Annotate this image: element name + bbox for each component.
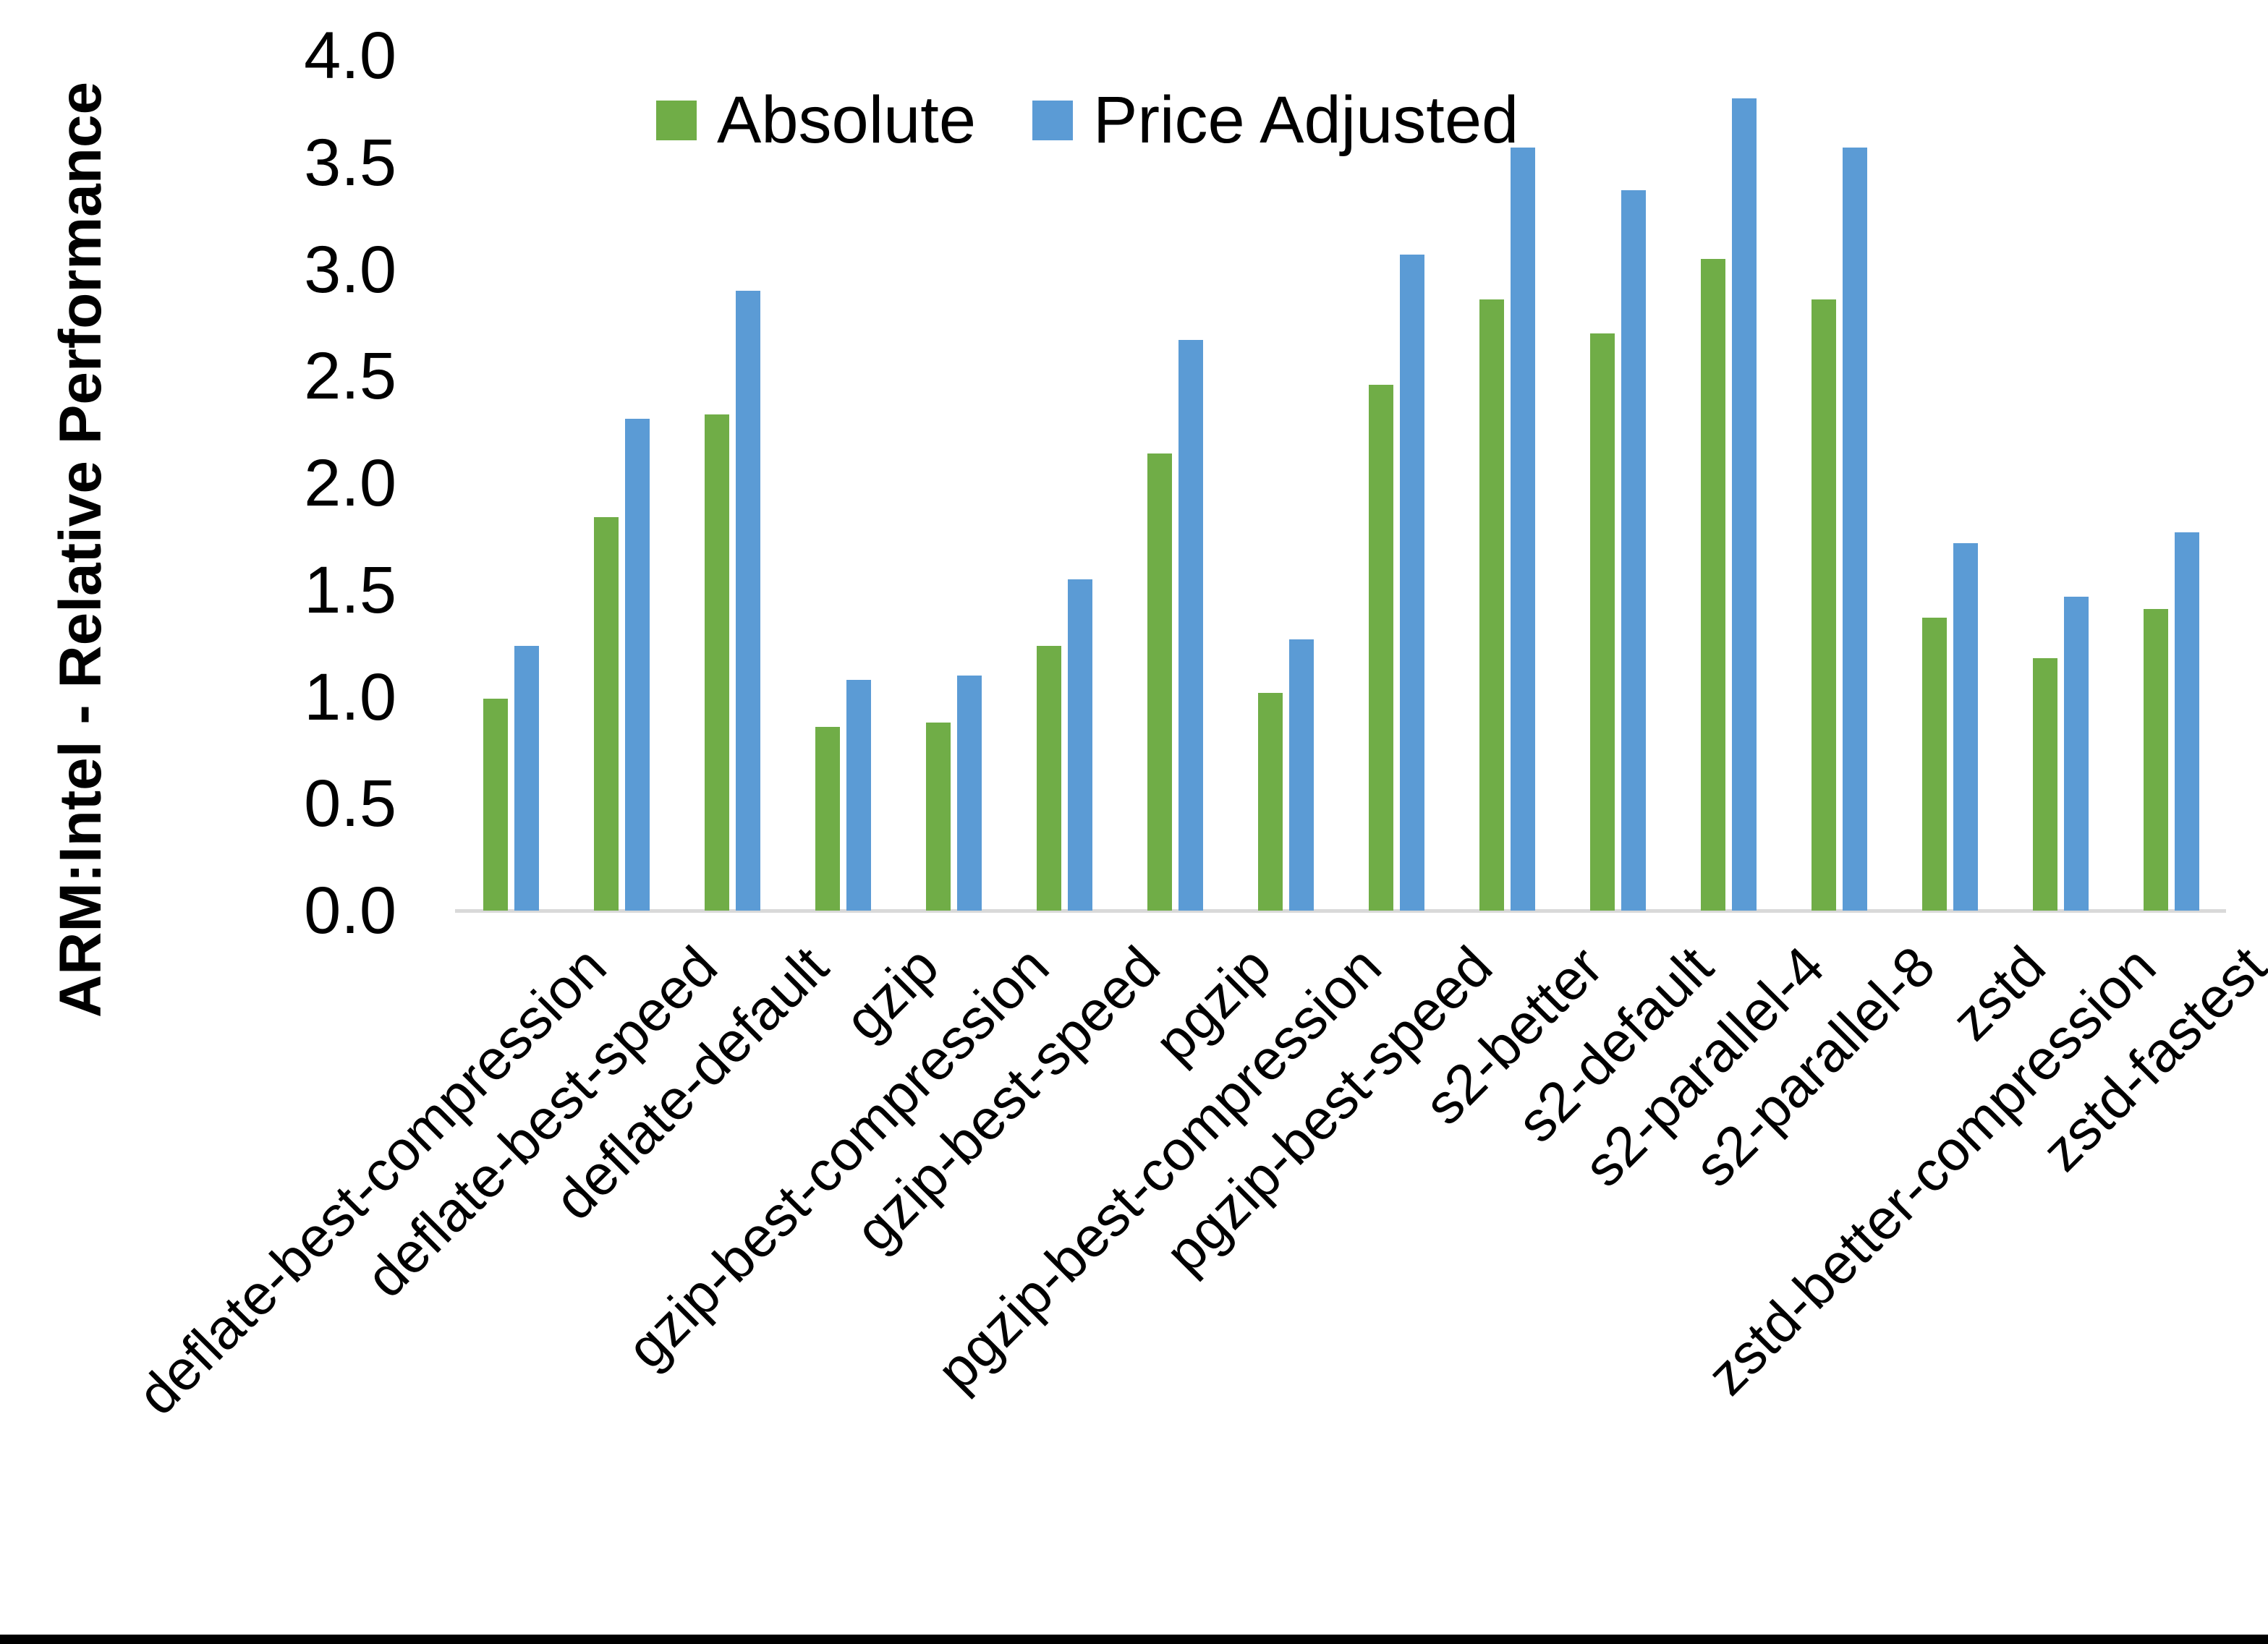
y-tick-label: 2.5 (304, 339, 396, 414)
bar-price-adjusted-deflate-default (736, 291, 760, 911)
y-tick-label: 0.5 (304, 767, 396, 841)
y-tick-label: 3.5 (304, 125, 396, 200)
bar-absolute-zstd-fastest (2144, 609, 2168, 911)
bar-price-adjusted-pgzip-best-compression (1289, 639, 1314, 911)
bar-price-adjusted-s2-parallel-8 (1843, 148, 1867, 911)
y-tick-label: 2.0 (304, 446, 396, 520)
y-tick-label: 3.0 (304, 232, 396, 307)
bar-price-adjusted-zstd-better-compression (2064, 597, 2089, 911)
bar-price-adjusted-s2-better (1511, 148, 1535, 911)
y-tick-label: 4.0 (304, 19, 396, 93)
bar-absolute-pgzip-best-compression (1258, 693, 1283, 911)
bar-price-adjusted-deflate-best-compression (514, 646, 539, 911)
bar-absolute-gzip (815, 727, 840, 911)
y-tick-label: 0.0 (304, 874, 396, 947)
bar-absolute-s2-parallel-8 (1812, 299, 1836, 911)
bar-price-adjusted-pgzip-best-speed (1400, 255, 1424, 911)
x-category-label-deflate-best-compression: deflate-best-compression (125, 934, 619, 1427)
bar-price-adjusted-gzip (846, 680, 871, 911)
bar-absolute-zstd-better-compression (2033, 658, 2057, 911)
legend-swatch-absolute (656, 100, 697, 140)
legend: Absolute Price Adjusted (656, 87, 1519, 153)
legend-swatch-price-adjusted (1032, 100, 1074, 140)
x-axis-line (455, 909, 2226, 913)
bar-price-adjusted-pgzip (1178, 340, 1203, 911)
bar-absolute-s2-parallel-4 (1701, 259, 1725, 911)
y-tick-label: 1.0 (304, 660, 396, 734)
bar-absolute-pgzip (1147, 453, 1172, 911)
legend-label-absolute: Absolute (717, 83, 977, 157)
legend-item-price-adjusted: Price Adjusted (1032, 87, 1519, 153)
bar-absolute-zstd (1922, 618, 1947, 911)
bar-absolute-deflate-default (705, 414, 729, 911)
legend-item-absolute: Absolute (656, 87, 976, 153)
legend-label-price-adjusted: Price Adjusted (1093, 83, 1519, 157)
bottom-border (0, 1635, 2268, 1644)
bar-price-adjusted-zstd (1953, 543, 1978, 911)
bar-price-adjusted-gzip-best-compression (957, 676, 982, 911)
y-tick-label: 1.5 (304, 553, 396, 627)
bar-absolute-deflate-best-speed (594, 517, 619, 911)
bar-absolute-pgzip-best-speed (1369, 385, 1393, 911)
bar-absolute-s2-default (1590, 333, 1615, 911)
bar-absolute-deflate-best-compression (483, 699, 508, 911)
bar-price-adjusted-gzip-best-speed (1068, 579, 1092, 911)
bar-price-adjusted-s2-default (1621, 190, 1646, 911)
bar-price-adjusted-zstd-fastest (2175, 532, 2199, 911)
bar-price-adjusted-deflate-best-speed (625, 419, 650, 911)
bar-absolute-gzip-best-speed (1037, 646, 1061, 911)
bar-absolute-gzip-best-compression (926, 723, 951, 911)
bar-absolute-s2-better (1479, 299, 1504, 911)
bar-price-adjusted-s2-parallel-4 (1732, 98, 1757, 911)
